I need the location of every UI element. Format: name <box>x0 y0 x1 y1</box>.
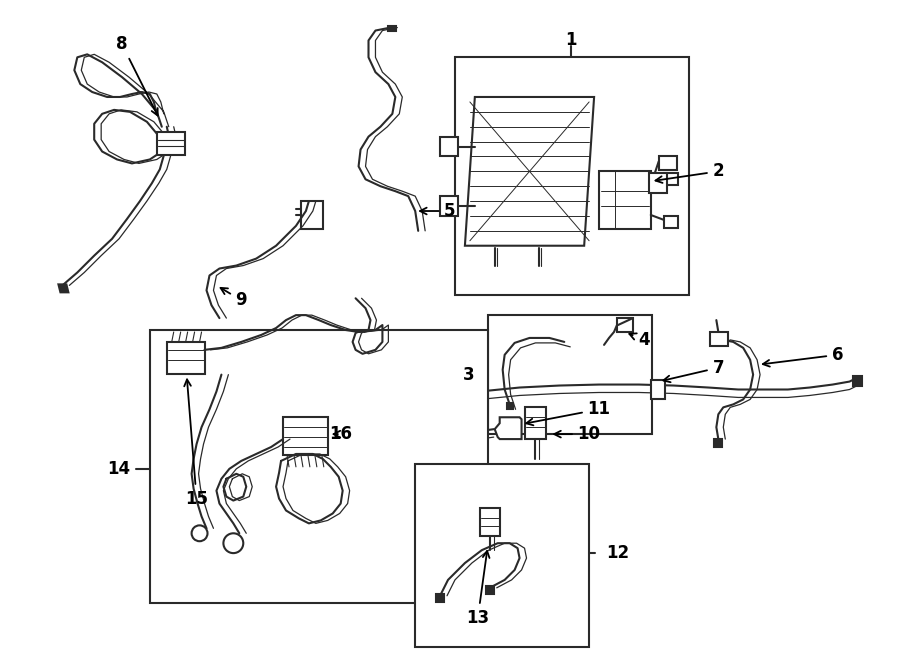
Bar <box>157 132 184 156</box>
Polygon shape <box>715 439 723 447</box>
Text: 13: 13 <box>466 551 490 626</box>
Bar <box>651 379 665 399</box>
Bar <box>301 201 323 229</box>
Polygon shape <box>465 97 594 246</box>
Text: 12: 12 <box>606 544 629 562</box>
Bar <box>472 381 482 397</box>
Polygon shape <box>495 417 522 439</box>
Bar <box>659 156 677 170</box>
Polygon shape <box>507 403 513 409</box>
Bar <box>440 136 458 156</box>
Text: 6: 6 <box>763 346 843 367</box>
Text: 16: 16 <box>329 425 352 443</box>
Bar <box>488 315 652 434</box>
Bar <box>663 173 678 185</box>
Bar <box>455 58 688 295</box>
Bar <box>525 407 546 439</box>
Text: 1: 1 <box>565 32 577 50</box>
Polygon shape <box>853 375 862 385</box>
Text: 9: 9 <box>220 288 248 309</box>
Text: 3: 3 <box>464 365 475 384</box>
Text: 4: 4 <box>629 331 650 349</box>
Circle shape <box>223 534 243 553</box>
Bar <box>415 464 590 647</box>
Polygon shape <box>389 26 396 30</box>
Bar <box>663 216 678 228</box>
Text: 11: 11 <box>526 401 610 425</box>
Bar <box>283 417 328 455</box>
Polygon shape <box>58 285 68 293</box>
Bar <box>710 332 728 346</box>
Bar <box>480 508 500 536</box>
Polygon shape <box>486 586 494 594</box>
Bar <box>649 173 667 193</box>
Text: 7: 7 <box>663 359 724 382</box>
Bar <box>150 330 488 602</box>
Text: 15: 15 <box>184 379 208 508</box>
Bar <box>599 171 651 229</box>
Text: 5: 5 <box>420 202 455 220</box>
Polygon shape <box>436 594 444 602</box>
Bar <box>617 318 633 332</box>
Text: 8: 8 <box>116 36 158 115</box>
Bar <box>440 196 458 216</box>
Circle shape <box>192 526 208 542</box>
Text: 14: 14 <box>107 460 130 478</box>
Text: 2: 2 <box>655 162 724 183</box>
Text: 10: 10 <box>554 425 600 443</box>
Bar <box>166 342 204 373</box>
